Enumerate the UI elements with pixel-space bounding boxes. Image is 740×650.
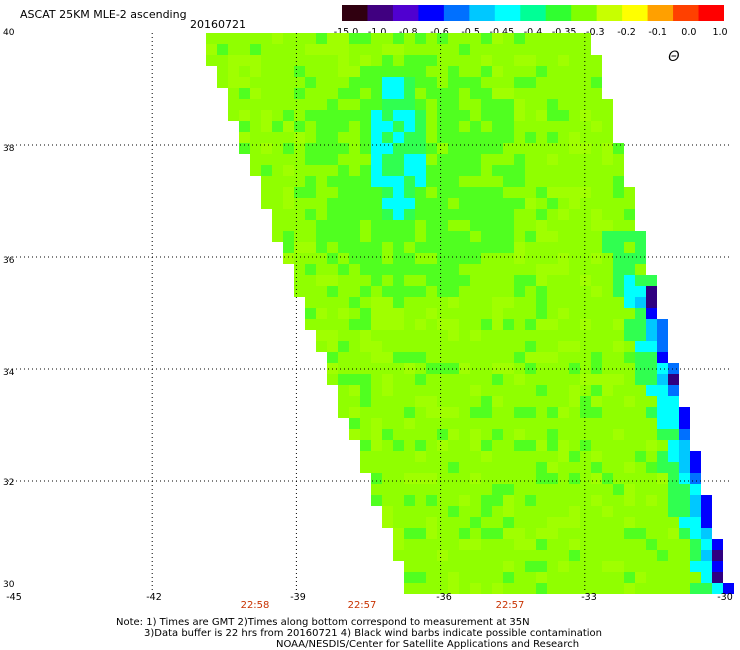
colorbar-label: 0.0 <box>681 27 697 38</box>
colorbar-label: -1.0 <box>367 27 387 38</box>
colorbar-label: -0.2 <box>617 27 636 38</box>
map-date: 20160721 <box>190 18 246 31</box>
colorbar-swatch <box>673 5 700 21</box>
lon-label-42: -42 <box>146 592 162 603</box>
colorbar-label: -0.4 <box>523 27 543 38</box>
colorbar-swatch <box>469 5 496 21</box>
colorbar-swatch <box>494 5 521 21</box>
time-label-3: 22:57 <box>495 600 525 611</box>
lon-label-45: -45 <box>6 592 22 603</box>
wind-barb-icon: 𝛩 <box>668 49 679 65</box>
note-line-2: 3)Data buffer is 22 hrs from 20160721 4)… <box>144 628 602 639</box>
note-line-3: NOAA/NESDIS/Center for Satellite Applica… <box>276 639 580 650</box>
swath-map <box>8 33 734 594</box>
colorbar-swatch <box>647 5 674 21</box>
colorbar-label: -15.0 <box>333 27 359 38</box>
lat-label-30: 30 <box>3 580 15 590</box>
graticule <box>8 33 729 593</box>
colorbar-label: -0.3 <box>586 27 605 38</box>
lon-label-30: -30 <box>717 592 733 603</box>
time-label-1: 22:58 <box>240 600 270 611</box>
colorbar-label: 1.0 <box>712 27 728 38</box>
swath-cells <box>206 33 734 594</box>
lat-label-38: 38 <box>3 144 15 154</box>
note-line-1: Note: 1) Times are GMT 2)Times along bot… <box>116 617 530 628</box>
lon-label-39: -39 <box>290 592 306 603</box>
time-label-2: 22:57 <box>347 600 377 611</box>
colorbar-swatch <box>571 5 598 21</box>
colorbar-swatch <box>392 5 419 21</box>
colorbar-label: -0.35 <box>551 27 577 38</box>
colorbar-label: -0.45 <box>489 27 515 38</box>
lat-label-34: 34 <box>3 368 15 378</box>
map-title: ASCAT 25KM MLE-2 ascending <box>20 8 187 21</box>
colorbar-swatch <box>443 5 470 21</box>
lat-label-32: 32 <box>3 478 15 488</box>
colorbar <box>342 5 724 21</box>
lat-label-36: 36 <box>3 256 15 266</box>
colorbar-swatch <box>545 5 572 21</box>
colorbar-label: -0.8 <box>399 27 418 38</box>
lon-label-36: -36 <box>436 592 452 603</box>
colorbar-label: -0.6 <box>430 27 449 38</box>
colorbar-swatch <box>367 5 394 21</box>
colorbar-swatch <box>596 5 623 21</box>
colorbar-label: -0.1 <box>648 27 667 38</box>
colorbar-swatch <box>418 5 445 21</box>
lon-label-33: -33 <box>581 592 597 603</box>
colorbar-label: -0.5 <box>461 27 480 38</box>
colorbar-swatch <box>342 5 368 21</box>
colorbar-swatch <box>520 5 547 21</box>
colorbar-swatch <box>622 5 649 21</box>
colorbar-swatch <box>698 5 724 21</box>
lat-label-40: 40 <box>3 28 15 38</box>
